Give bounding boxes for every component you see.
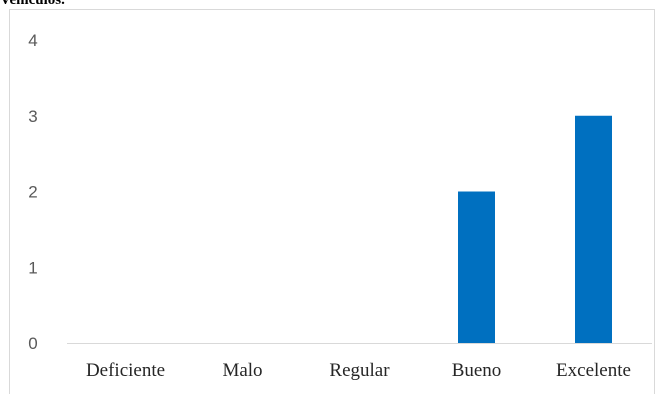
- x-tick-label-bueno: Bueno: [452, 360, 502, 381]
- y-tick-label: 1: [28, 258, 37, 277]
- x-tick-label-regular: Regular: [329, 360, 390, 381]
- x-tick-label-malo: Malo: [222, 360, 262, 381]
- chart-frame: [9, 9, 655, 394]
- y-tick-label: 3: [28, 107, 37, 126]
- y-tick-label: 2: [28, 183, 37, 202]
- x-tick-label-excelente: Excelente: [556, 360, 631, 381]
- y-tick-label: 4: [28, 31, 37, 50]
- bars-group: [458, 115, 612, 343]
- x-tick-label-deficiente: Deficiente: [86, 360, 165, 381]
- y-tick-label: 0: [28, 334, 37, 353]
- bar-bueno: [458, 191, 495, 343]
- x-axis-labels: Deficiente Malo Regular Bueno Excelente: [86, 360, 631, 381]
- y-axis-ticks: 0 1 2 3 4: [28, 31, 37, 353]
- bar-excelente: [575, 115, 612, 343]
- chart-title: Vehículos.: [0, 0, 65, 8]
